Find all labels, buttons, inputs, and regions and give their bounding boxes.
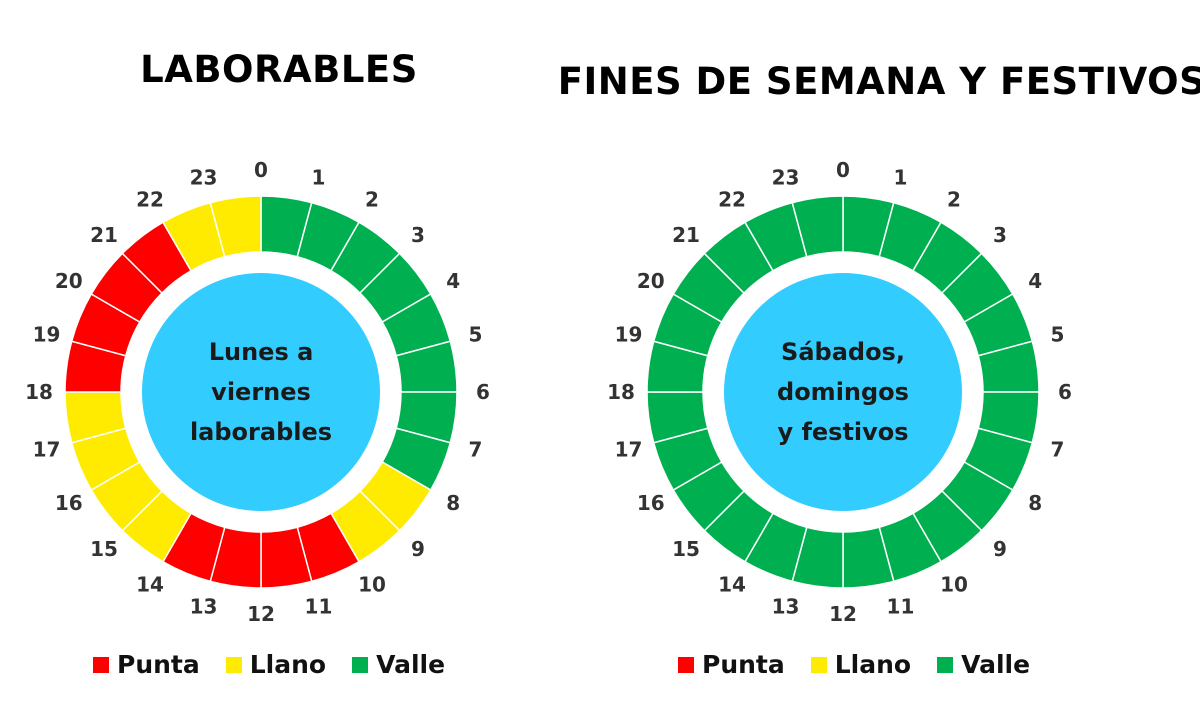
hour-label-13: 13 <box>772 594 800 618</box>
hour-label-17: 17 <box>33 437 61 461</box>
hour-label-12: 12 <box>247 602 275 626</box>
panel-title-laborables: LABORABLES <box>140 48 418 91</box>
hour-label-1: 1 <box>893 166 907 190</box>
hour-label-1: 1 <box>311 166 325 190</box>
hour-label-3: 3 <box>993 223 1007 247</box>
center-text-line: Lunes a <box>209 338 314 366</box>
hour-label-2: 2 <box>365 188 379 212</box>
hour-label-9: 9 <box>411 537 425 561</box>
hour-label-15: 15 <box>90 537 118 561</box>
hour-label-19: 19 <box>33 323 61 347</box>
legend-label-valle: Valle <box>961 650 1031 679</box>
hour-label-16: 16 <box>637 491 665 515</box>
hour-label-22: 22 <box>718 188 746 212</box>
legend-label-llano: Llano <box>834 650 912 679</box>
hour-label-0: 0 <box>836 158 850 182</box>
legend-item-valle: Valle <box>937 650 1030 679</box>
legend-label-valle: Valle <box>376 650 446 679</box>
hour-label-15: 15 <box>672 537 700 561</box>
hour-label-18: 18 <box>25 380 53 404</box>
hour-label-10: 10 <box>358 572 386 596</box>
legend-item-punta: Punta <box>678 650 785 679</box>
hour-label-14: 14 <box>136 572 164 596</box>
hour-label-20: 20 <box>637 269 665 293</box>
hour-label-11: 11 <box>305 594 333 618</box>
hour-label-4: 4 <box>446 269 460 293</box>
swatch-valle <box>352 656 369 673</box>
center-disc <box>142 273 380 511</box>
swatch-valle <box>937 656 954 673</box>
center-text-line: laborables <box>190 418 332 446</box>
center-disc <box>724 273 962 511</box>
hour-label-21: 21 <box>90 223 118 247</box>
hour-label-21: 21 <box>672 223 700 247</box>
hour-label-10: 10 <box>940 572 968 596</box>
hour-label-23: 23 <box>190 166 218 190</box>
legend-item-valle: Valle <box>352 650 445 679</box>
hour-label-8: 8 <box>446 491 460 515</box>
hour-label-18: 18 <box>607 380 635 404</box>
hour-label-16: 16 <box>55 491 83 515</box>
hour-label-2: 2 <box>947 188 961 212</box>
hour-label-3: 3 <box>411 223 425 247</box>
hour-label-6: 6 <box>476 380 490 404</box>
hour-label-7: 7 <box>468 437 482 461</box>
hour-label-7: 7 <box>1050 437 1064 461</box>
hour-label-23: 23 <box>772 166 800 190</box>
hour-label-22: 22 <box>136 188 164 212</box>
center-text-line: Sábados, <box>781 338 905 366</box>
hour-label-17: 17 <box>615 437 643 461</box>
hour-label-6: 6 <box>1058 380 1072 404</box>
legend-label-llano: Llano <box>249 650 327 679</box>
legend-item-llano: Llano <box>810 650 912 679</box>
hour-label-20: 20 <box>55 269 83 293</box>
swatch-punta <box>678 656 694 673</box>
hour-label-5: 5 <box>468 323 482 347</box>
center-text-line: viernes <box>211 378 311 406</box>
hour-label-13: 13 <box>190 594 218 618</box>
center-text-line: domingos <box>777 378 909 406</box>
hour-label-5: 5 <box>1050 323 1064 347</box>
hour-label-9: 9 <box>993 537 1007 561</box>
legend-laborables: Punta Llano Valle <box>93 650 471 679</box>
center-text-line: y festivos <box>777 418 908 446</box>
hour-label-19: 19 <box>615 323 643 347</box>
hour-label-12: 12 <box>829 602 857 626</box>
hour-label-4: 4 <box>1028 269 1042 293</box>
hour-label-14: 14 <box>718 572 746 596</box>
legend-label-punta: Punta <box>117 650 200 679</box>
swatch-llano <box>810 656 827 673</box>
legend-item-llano: Llano <box>225 650 327 679</box>
swatch-llano <box>225 656 242 673</box>
hour-label-11: 11 <box>887 594 915 618</box>
legend-item-punta: Punta <box>93 650 200 679</box>
legend-fines-de-semana: Punta Llano Valle <box>678 650 1056 679</box>
dial-fines-de-semana: 0 1234567891011121314151617181920212223Sá… <box>607 158 1072 626</box>
panel-title-fines-de-semana: FINES DE SEMANA Y FESTIVOS <box>557 60 1200 103</box>
swatch-punta <box>93 656 109 673</box>
legend-label-punta: Punta <box>702 650 785 679</box>
hour-label-0: 0 <box>254 158 268 182</box>
hour-label-8: 8 <box>1028 491 1042 515</box>
dial-laborables: 0 1234567891011121314151617181920212223Lu… <box>25 158 490 626</box>
